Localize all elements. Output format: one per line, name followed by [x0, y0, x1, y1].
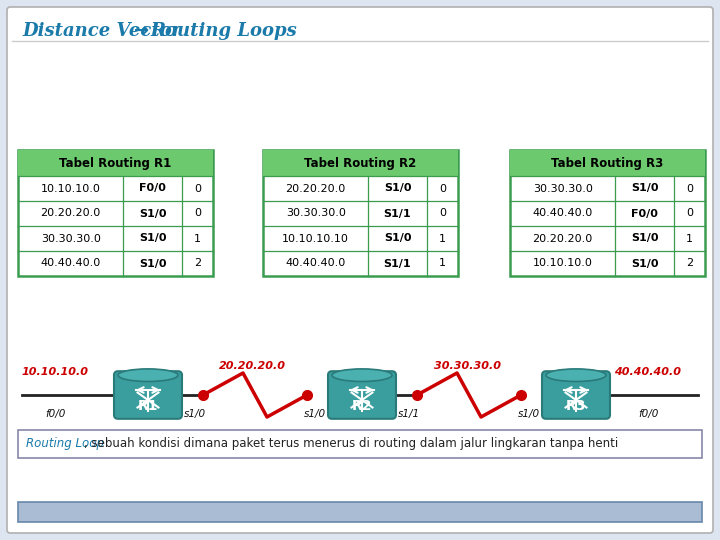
Text: 30.30.30.0: 30.30.30.0 — [41, 233, 101, 244]
Text: S1/0: S1/0 — [631, 184, 658, 193]
Text: R1: R1 — [138, 399, 158, 413]
Text: →: → — [134, 22, 149, 40]
Text: Tabel Routing R2: Tabel Routing R2 — [305, 157, 417, 170]
Text: 10.10.10.0: 10.10.10.0 — [22, 367, 89, 377]
Text: 0: 0 — [686, 184, 693, 193]
Text: 10.10.10.10: 10.10.10.10 — [282, 233, 349, 244]
Text: 30.30.30.0: 30.30.30.0 — [286, 208, 346, 219]
Text: S1/0: S1/0 — [631, 233, 658, 244]
Text: s1/0: s1/0 — [184, 409, 206, 419]
Text: 1: 1 — [194, 233, 201, 244]
Text: s1/0: s1/0 — [518, 409, 540, 419]
FancyBboxPatch shape — [263, 150, 458, 176]
Text: F0/0: F0/0 — [631, 208, 658, 219]
Text: 10.10.10.0: 10.10.10.0 — [533, 259, 593, 268]
FancyBboxPatch shape — [328, 371, 396, 419]
Text: 20.20.20.0: 20.20.20.0 — [218, 361, 286, 371]
FancyBboxPatch shape — [114, 371, 182, 419]
FancyBboxPatch shape — [510, 150, 705, 176]
Text: 0: 0 — [686, 208, 693, 219]
Ellipse shape — [118, 369, 178, 381]
Text: R2: R2 — [352, 399, 372, 413]
FancyBboxPatch shape — [18, 150, 213, 176]
Ellipse shape — [546, 369, 606, 381]
Text: 40.40.40.0: 40.40.40.0 — [40, 259, 101, 268]
FancyBboxPatch shape — [510, 150, 705, 276]
Text: S1/0: S1/0 — [139, 233, 166, 244]
Text: 40.40.40.0: 40.40.40.0 — [286, 259, 346, 268]
Text: Distance Vector: Distance Vector — [22, 22, 187, 40]
Text: 40.40.40.0: 40.40.40.0 — [533, 208, 593, 219]
Text: 30.30.30.0: 30.30.30.0 — [434, 361, 502, 371]
Text: 0: 0 — [439, 184, 446, 193]
Text: F0/0: F0/0 — [139, 184, 166, 193]
Text: 20.20.20.0: 20.20.20.0 — [40, 208, 101, 219]
Text: S1/1: S1/1 — [384, 208, 411, 219]
Text: S1/0: S1/0 — [384, 184, 411, 193]
Text: 1: 1 — [439, 259, 446, 268]
Text: s1/0: s1/0 — [304, 409, 326, 419]
Text: , sebuah kondisi dimana paket terus menerus di routing dalam jalur lingkaran tan: , sebuah kondisi dimana paket terus mene… — [84, 437, 618, 450]
FancyBboxPatch shape — [18, 150, 213, 276]
Text: S1/0: S1/0 — [384, 233, 411, 244]
Text: S1/0: S1/0 — [139, 259, 166, 268]
Text: 40.40.40.0: 40.40.40.0 — [614, 367, 682, 377]
Text: 20.20.20.0: 20.20.20.0 — [286, 184, 346, 193]
Text: R3: R3 — [566, 399, 586, 413]
FancyBboxPatch shape — [542, 371, 610, 419]
FancyBboxPatch shape — [18, 430, 702, 458]
FancyBboxPatch shape — [7, 7, 713, 533]
Text: Routing Loops: Routing Loops — [150, 22, 297, 40]
Ellipse shape — [332, 369, 392, 381]
Text: 2: 2 — [686, 259, 693, 268]
Text: 30.30.30.0: 30.30.30.0 — [533, 184, 593, 193]
Text: f0/0: f0/0 — [638, 409, 658, 419]
Text: 1: 1 — [686, 233, 693, 244]
Text: f0/0: f0/0 — [45, 409, 66, 419]
Text: 2: 2 — [194, 259, 201, 268]
FancyBboxPatch shape — [18, 502, 702, 522]
Text: Routing Loop: Routing Loop — [26, 437, 104, 450]
Text: 0: 0 — [194, 184, 201, 193]
Text: Tabel Routing R1: Tabel Routing R1 — [59, 157, 171, 170]
Text: 1: 1 — [439, 233, 446, 244]
Text: Tabel Routing R3: Tabel Routing R3 — [552, 157, 664, 170]
Text: s1/1: s1/1 — [398, 409, 420, 419]
FancyBboxPatch shape — [263, 150, 458, 276]
Text: S1/1: S1/1 — [384, 259, 411, 268]
Text: S1/0: S1/0 — [139, 208, 166, 219]
Text: 0: 0 — [439, 208, 446, 219]
Text: 10.10.10.0: 10.10.10.0 — [41, 184, 101, 193]
Text: S1/0: S1/0 — [631, 259, 658, 268]
Text: 0: 0 — [194, 208, 201, 219]
Text: 20.20.20.0: 20.20.20.0 — [533, 233, 593, 244]
